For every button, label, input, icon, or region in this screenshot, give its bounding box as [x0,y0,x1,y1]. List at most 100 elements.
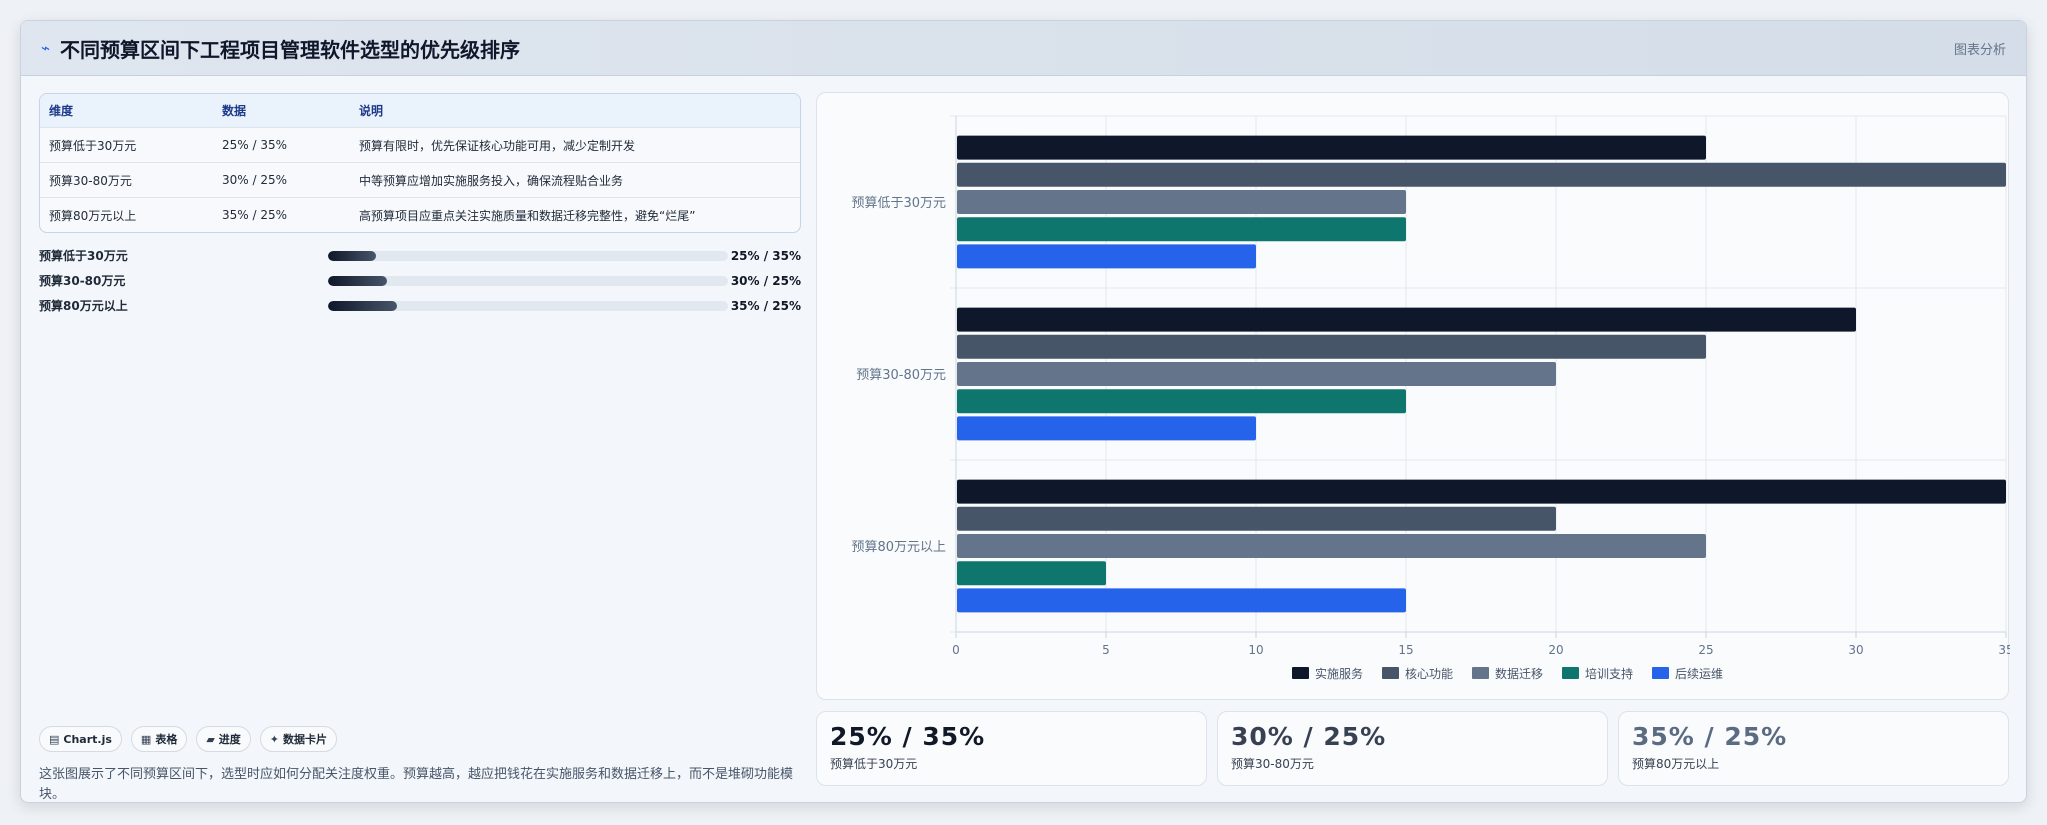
y-tick-label: 预算80万元以上 [851,540,946,555]
card-icon: ✦ [269,732,280,746]
chip-chartjs[interactable]: ▤ Chart.js [39,726,122,752]
x-tick-label: 15 [1398,643,1413,657]
x-tick-label: 25 [1698,643,1713,657]
kpi-label: 预算30-80万元 [1231,757,1314,771]
bar [957,416,1256,441]
legend-label: 实施服务 [1315,666,1363,681]
progress-label: 预算低于30万元 [39,249,128,263]
column-header: 维度 [49,104,74,118]
progress-list: 预算低于30万元 25% / 35% 预算30-80万元 30% / 25% 预… [39,243,801,318]
column-header: 说明 [359,104,384,118]
kpi-card: 25% / 35% 预算低于30万元 [816,711,1207,786]
chip-label: Chart.js [63,732,112,746]
column-header: 数据 [222,104,247,118]
x-tick-label: 20 [1548,643,1563,657]
progress-row: 预算低于30万元 25% / 35% [39,243,801,268]
page-header: ⌁ 不同预算区间下工程项目管理软件选型的优先级排序 图表分析 [21,21,2026,76]
bar [957,217,1406,242]
chip-table[interactable]: ▦ 表格 [130,726,188,752]
page-title: 不同预算区间下工程项目管理软件选型的优先级排序 [60,37,521,62]
chip-label: 表格 [155,733,178,746]
table-cell: 预算80万元以上 [49,208,137,223]
progress-track [328,250,728,261]
table-header: 维度 数据 说明 [40,94,800,127]
legend-swatch [1382,667,1399,679]
legend-swatch [1292,667,1309,679]
table-icon: ▦ [140,732,152,746]
bar [957,244,1256,269]
bar [957,506,1556,531]
x-tick-label: 5 [1102,643,1110,657]
bar [957,307,1856,332]
bar [957,479,2006,504]
legend-label: 数据迁移 [1495,666,1543,681]
bar [957,162,2006,187]
progress-value: 30% / 25% [730,273,801,288]
progress-fill [328,250,376,261]
bar-chart: 0 5 10 15 20 25 30 35 预算低于30万元预算30-80万元预算80万元以上实… [851,115,2010,681]
bar [957,534,1706,558]
legend-label: 核心功能 [1405,667,1453,681]
table-cell: 30% / 25% [222,173,288,187]
progress-fill [328,300,397,311]
y-tick-label: 预算30-80万元 [856,368,946,383]
kpi-card: 30% / 25% 预算30-80万元 [1217,711,1608,786]
progress-track [328,275,728,286]
progress-row: 预算30-80万元 30% / 25% [39,268,801,293]
data-table: 维度 数据 说明 预算低于30万元 25% / 35% 预算有限时，优先保证核心… [39,93,801,233]
chart-card: 0 5 10 15 20 25 30 35 预算低于30万元预算30-80万元预算80万元以上实… [816,92,2010,700]
chip-progress[interactable]: ▰ 进度 [196,726,251,752]
progress-value: 25% / 35% [730,248,801,263]
x-tick-label: 30 [1848,643,1863,657]
kpi-row: 25% / 35% 预算低于30万元 30% / 25% 预算30-80万元 3… [816,711,2009,786]
progress-row: 预算80万元以上 35% / 25% [39,293,801,318]
chart-icon: ▤ [49,732,60,746]
progress-track [328,300,728,311]
chart-note: 这张图展示了不同预算区间下，选型时应如何分配关注度权重。预算越高，越应把钱花在实… [39,767,794,802]
kpi-label: 预算80万元以上 [1632,757,1720,771]
legend-swatch [1472,667,1489,679]
bar [957,190,1406,214]
progress-icon: ▰ [206,732,215,746]
table-cell: 中等预算应增加实施服务投入，确保流程贴合业务 [359,173,624,188]
chip-label: 进度 [218,733,241,746]
bar [957,389,1406,414]
view-chips: ▤ Chart.js ▦ 表格 ▰ 进度 ✦ 数据卡片 [39,726,338,752]
table-cell: 高预算项目应重点关注实施质量和数据迁移完整性，避免“烂尾” [359,208,696,223]
table-row: 预算80万元以上 35% / 25% 高预算项目应重点关注实施质量和数据迁移完整… [40,197,800,232]
trend-icon: ⌁ [41,39,51,57]
kpi-value: 35% / 25% [1632,722,1788,751]
x-tick-label: 35 [1998,643,2010,657]
chip-data-card[interactable]: ✦ 数据卡片 [259,726,338,752]
legend-swatch [1562,667,1579,679]
legend-swatch [1652,667,1669,679]
table-cell: 25% / 35% [222,138,288,152]
left-panel: 维度 数据 说明 预算低于30万元 25% / 35% 预算有限时，优先保证核心… [39,93,801,802]
table-cell: 预算低于30万元 [49,138,137,153]
table-cell: 预算有限时，优先保证核心功能可用，减少定制开发 [359,138,636,153]
chip-label: 数据卡片 [283,733,328,746]
table-row: 预算低于30万元 25% / 35% 预算有限时，优先保证核心功能可用，减少定制… [40,127,800,162]
progress-label: 预算30-80万元 [39,274,126,288]
progress-value: 35% / 25% [730,298,801,313]
x-tick-label: 10 [1248,643,1263,657]
y-tick-label: 预算低于30万元 [851,196,946,211]
table-cell: 35% / 25% [222,208,288,222]
progress-fill [328,275,387,286]
kpi-label: 预算低于30万元 [830,757,918,771]
kpi-value: 25% / 35% [830,722,986,751]
table-cell: 预算30-80万元 [49,173,132,188]
bar [957,561,1106,586]
x-tick-label: 0 [952,643,960,657]
bar [957,362,1556,386]
bar [957,135,1706,160]
bar [957,588,1406,613]
app-window: ⌁ 不同预算区间下工程项目管理软件选型的优先级排序 图表分析 维度 数据 说明 … [20,20,2027,803]
table-row: 预算30-80万元 30% / 25% 中等预算应增加实施服务投入，确保流程贴合… [40,162,800,197]
kpi-card: 35% / 25% 预算80万元以上 [1618,711,2009,786]
header-tag: 图表分析 [1953,42,2006,58]
kpi-value: 30% / 25% [1231,722,1387,751]
progress-label: 预算80万元以上 [39,299,128,313]
legend-label: 培训支持 [1585,666,1633,681]
bar [957,334,1706,359]
